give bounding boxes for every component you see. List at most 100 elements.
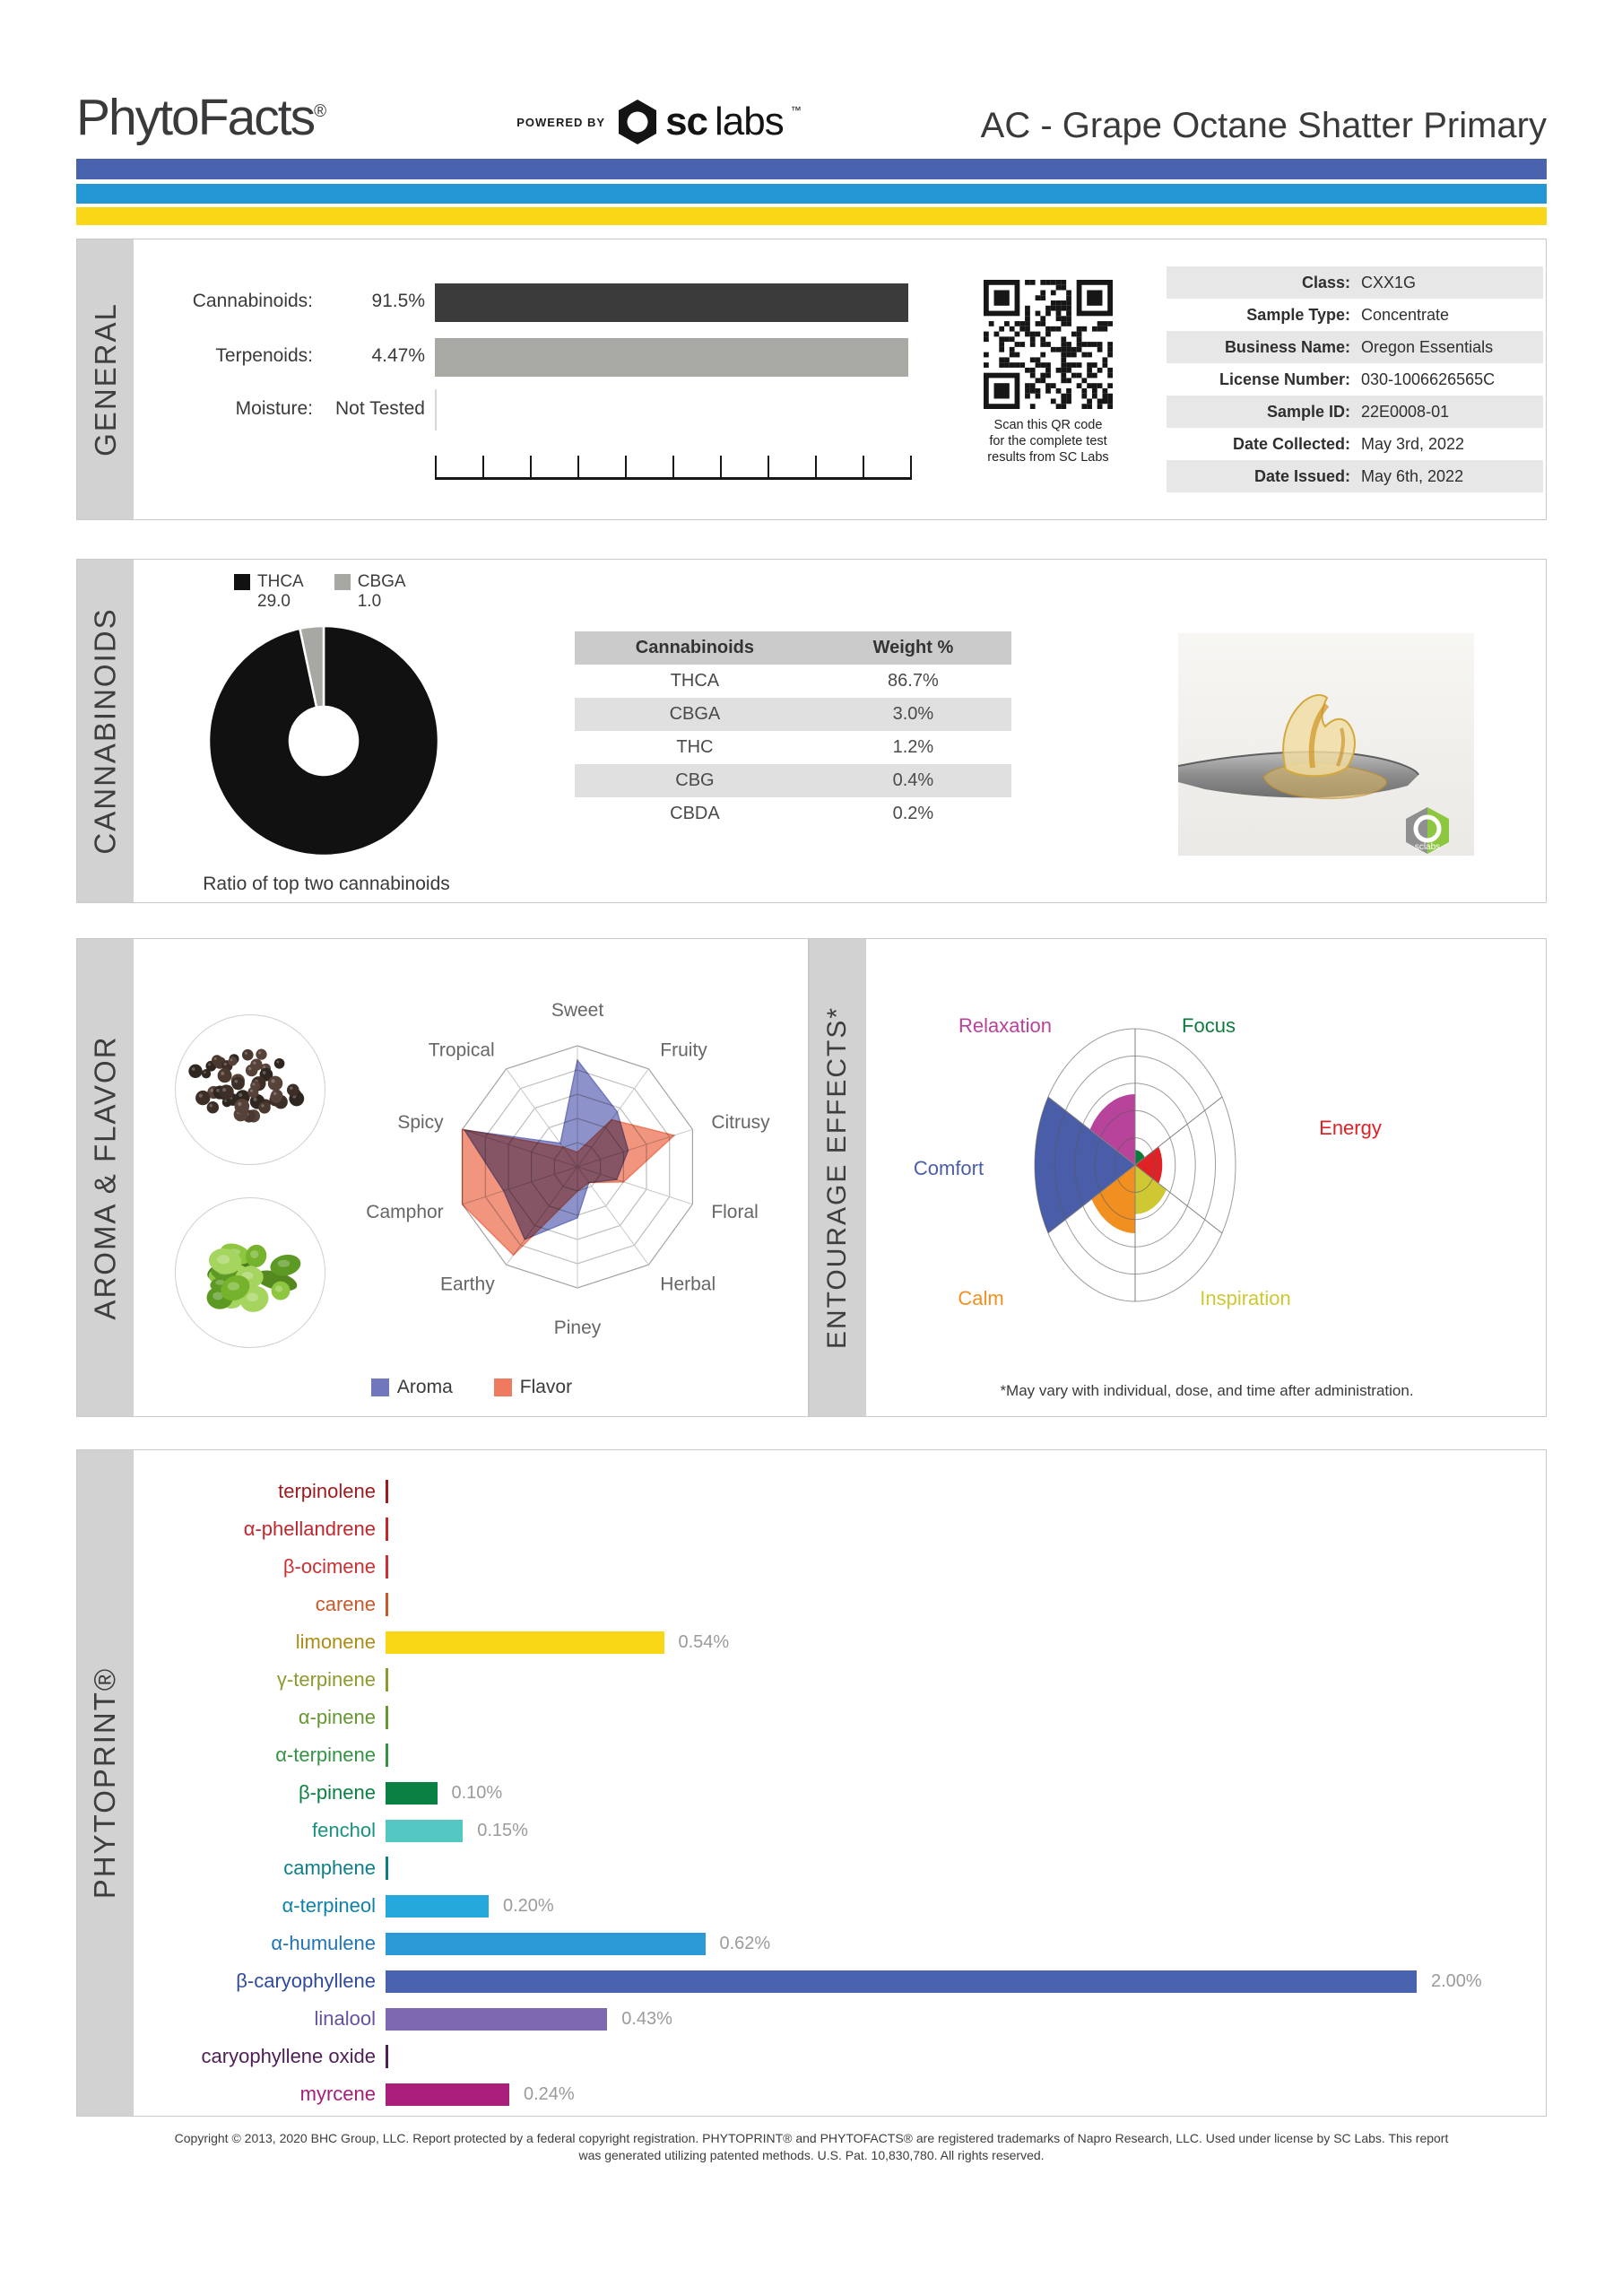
qr-code-image	[984, 280, 1113, 409]
cann-table-row: CBDA 0.2%	[575, 797, 1011, 831]
aroma-sidebar: AROMA & FLAVOR	[77, 939, 134, 1416]
terpene-row: α-pinene	[134, 1699, 1548, 1736]
info-value: May 6th, 2022	[1361, 466, 1464, 485]
entourage-label-calm: Calm	[958, 1287, 1003, 1309]
general-row-value: Not Tested	[334, 398, 425, 419]
info-label: Date Issued:	[1253, 466, 1350, 485]
info-value: Concentrate	[1361, 305, 1450, 324]
info-value: 030-1006626565C	[1361, 370, 1496, 388]
ruler-tick	[672, 456, 674, 477]
entourage-sector-comfort	[1035, 1097, 1135, 1233]
radar-axis-label: Fruity	[660, 1040, 707, 1061]
terpene-label: terpinolene	[278, 1480, 376, 1502]
cannabinoid-ratio-donut-chart	[207, 624, 440, 857]
cannabinoids-sidebar-label: CANNABINOIDS	[88, 607, 122, 855]
ruler-tick	[530, 456, 532, 477]
terpene-value: 0.20%	[503, 1896, 554, 1916]
info-label: Sample ID:	[1266, 402, 1350, 421]
header: PhytoFacts® POWERED BY sc labs ™ AC - Gr…	[76, 54, 1547, 154]
terpene-label: linalool	[314, 2007, 377, 2030]
entourage-content: Relaxation Focus Energy Inspiration Calm Comf…	[866, 939, 1546, 1416]
info-value: CXX1G	[1361, 273, 1417, 291]
entourage-label-focus: Focus	[1182, 1014, 1236, 1037]
aroma-content: Sweet Fruity Citrusy Floral Herbal Piney Earth…	[134, 939, 808, 1416]
info-row: Business Name: Oregon Essentials	[1167, 331, 1543, 363]
cannabinoids-content: THCA 29.0 CBGA 1.0 Ratio of top two cannabi…	[134, 560, 1546, 902]
aroma-sidebar-label: AROMA & FLAVOR	[88, 1035, 122, 1320]
terpene-bar	[386, 1782, 438, 1805]
info-value: May 3rd, 2022	[1361, 434, 1465, 453]
terpene-label: α-phellandrene	[243, 1518, 376, 1540]
general-meter-bar	[435, 283, 908, 322]
donut-caption: Ratio of top two cannabinoids	[203, 874, 450, 894]
donut-legend-item: CBGA 1.0	[334, 572, 406, 612]
terpene-bar	[386, 1631, 664, 1654]
radar-axis-label: Earthy	[440, 1274, 495, 1294]
terpene-label: α-terpinene	[275, 1744, 376, 1766]
ruler-tick	[577, 456, 579, 477]
donut-legend-value: 1.0	[357, 592, 382, 611]
radar-axis-label: Herbal	[660, 1274, 716, 1294]
cann-table-row: CBGA 3.0%	[575, 698, 1011, 731]
info-value: Oregon Essentials	[1361, 337, 1494, 356]
terpene-label: β-ocimene	[282, 1555, 376, 1578]
terpene-bar	[386, 1895, 489, 1918]
terpene-trace-tick	[386, 1480, 388, 1503]
section-phytoprint: PHYTOPRINT® terpinolene α-phellandrene β-o…	[76, 1449, 1547, 2117]
entourage-sector-inspiration	[1135, 1165, 1167, 1214]
terpene-row: α-terpinene	[134, 1736, 1548, 1774]
ruler-tick	[910, 456, 912, 477]
terpene-row: β-caryophyllene 2.00%	[134, 1962, 1548, 2000]
info-row: Sample ID: 22E0008-01	[1167, 396, 1543, 428]
general-row-label: Terpenoids:	[215, 345, 313, 366]
stripe-cyan	[76, 184, 1547, 204]
terpene-row: fenchol 0.15%	[134, 1812, 1548, 1849]
terpene-value: 0.62%	[719, 1934, 771, 1953]
terpene-value: 0.43%	[621, 2009, 672, 2029]
terpene-trace-tick	[386, 1857, 388, 1880]
ruler-tick	[482, 456, 484, 477]
stripe-blue	[76, 159, 1547, 179]
page-title: AC - Grape Octane Shatter Primary	[980, 106, 1547, 145]
info-label: Date Collected:	[1232, 434, 1350, 453]
info-label: License Number:	[1219, 370, 1350, 388]
entourage-label-comfort: Comfort	[914, 1157, 984, 1179]
terpene-value: 0.15%	[477, 1821, 528, 1840]
entourage-sector-relaxation	[1089, 1094, 1135, 1165]
shatter-shard	[1282, 694, 1356, 778]
terpene-label: fenchol	[312, 1819, 376, 1841]
section-cannabinoids: CANNABINOIDS THCA 29.0 CBGA 1.0 Ratio of to…	[76, 559, 1547, 903]
sc-labs-logo: sc labs ™	[617, 99, 802, 145]
terpene-row: myrcene 0.24%	[134, 2075, 1548, 2113]
moisture-baseline-tick	[435, 389, 437, 430]
radar-series-flavor	[461, 1118, 676, 1257]
cann-weight: 86.7%	[888, 671, 939, 691]
radar-legend: Aroma Flavor	[134, 1377, 810, 1398]
cann-table-row: THC 1.2%	[575, 731, 1011, 764]
shatter-photo: sclabs	[1177, 633, 1474, 856]
general-meter-bar	[435, 338, 908, 377]
terpene-bar-chart: terpinolene α-phellandrene β-ocimene carene…	[134, 1450, 1546, 2116]
sample-info-table: Class: CXX1G Sample Type: Concentrate Busine…	[1167, 266, 1543, 492]
entourage-label-relaxation: Relaxation	[958, 1014, 1052, 1037]
info-label: Class:	[1301, 273, 1350, 291]
terpene-label: α-humulene	[271, 1932, 376, 1954]
svg-text:sclabs: sclabs	[1415, 842, 1440, 852]
entourage-label-inspiration: Inspiration	[1200, 1287, 1291, 1309]
radar-axis-label: Sweet	[551, 1000, 604, 1021]
terpene-bar	[386, 2083, 509, 2106]
terpene-bar	[386, 1970, 1417, 1993]
info-row: License Number: 030-1006626565C	[1167, 363, 1543, 396]
cann-table-row: THCA 86.7%	[575, 665, 1011, 698]
radar-axis-label: Floral	[711, 1202, 759, 1222]
section-entourage-effects: ENTOURAGE EFFECTS* Relaxation Focus Energy…	[809, 938, 1547, 1417]
terpene-row: α-humulene 0.62%	[134, 1925, 1548, 1962]
terpene-trace-tick	[386, 1668, 388, 1692]
donut-legend-name: THCA	[257, 572, 304, 591]
peppercorns-photo	[175, 1014, 325, 1165]
radar-legend-label: Aroma	[396, 1377, 453, 1397]
cann-weight: 3.0%	[892, 704, 934, 724]
general-row-value: 91.5%	[371, 291, 425, 311]
terpene-value: 2.00%	[1431, 1971, 1482, 1991]
terpene-trace-tick	[386, 1593, 388, 1616]
